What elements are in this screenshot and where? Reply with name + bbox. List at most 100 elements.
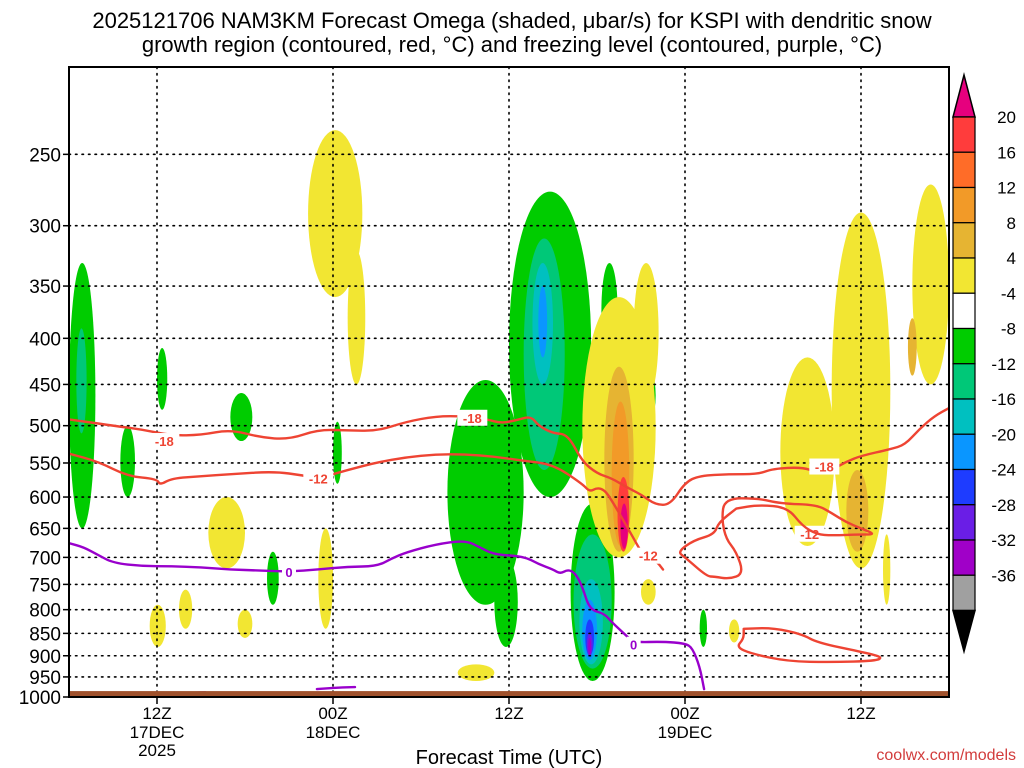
omega-region-33 xyxy=(846,470,869,552)
omega-region-1 xyxy=(76,328,87,434)
omega-region-24 xyxy=(347,250,366,385)
contour-label-0-0: -18 xyxy=(155,434,174,449)
contour-line-4 xyxy=(69,540,706,691)
contour-label-1-1: -12 xyxy=(639,549,658,564)
colorbar-bin-7 xyxy=(952,363,976,400)
source-credit: coolwx.com/models xyxy=(876,747,1016,764)
colorbar-label-12: -32 xyxy=(991,531,1016,550)
omega-region-8 xyxy=(494,557,518,647)
contour-label-bg-4-0 xyxy=(282,564,296,581)
colorbar-label-1: 16 xyxy=(997,143,1016,162)
x-tick-label-0: 12Z xyxy=(142,704,171,723)
colorbar: 20 16 12 8 4 -4 -8 -12 -16 -20 -24 -28 -32 -36 xyxy=(952,72,1016,655)
colorbar-label-8: -16 xyxy=(991,390,1016,409)
grid-lines xyxy=(68,66,950,698)
colorbar-label-9: -20 xyxy=(991,425,1016,444)
colorbar-bin-13 xyxy=(952,574,976,612)
omega-region-7 xyxy=(447,380,524,605)
colorbar-bin-0 xyxy=(952,116,976,153)
colorbar-top-arrow xyxy=(952,72,976,118)
contour-label-0-2: -18 xyxy=(815,460,834,475)
colorbar-label-4: 4 xyxy=(1007,249,1016,268)
colorbar-label-2: 12 xyxy=(997,179,1016,198)
omega-region-32 xyxy=(780,357,835,547)
omega-region-31 xyxy=(831,212,891,569)
y-axis-labels: 2503003504004505005506006507007508008509… xyxy=(19,145,69,709)
plot-area: -18 -18 -18 -12 -12 -12 0 0 xyxy=(68,66,950,698)
y-tick-label-650: 650 xyxy=(29,519,61,540)
omega-region-35 xyxy=(907,318,917,376)
x-tick-label-2: 12Z xyxy=(494,704,523,723)
omega-region-6 xyxy=(333,421,342,484)
y-tick-label-250: 250 xyxy=(29,145,61,166)
colorbar-label-7: -12 xyxy=(991,355,1016,374)
y-tick-label-700: 700 xyxy=(29,548,61,569)
contour-label-bg-4-1 xyxy=(626,636,641,653)
x-tick-label-1: 00Z xyxy=(318,704,347,723)
y-tick-label-800: 800 xyxy=(29,601,61,622)
omega-region-30 xyxy=(620,503,628,549)
omega-region-34 xyxy=(912,184,949,385)
chart-title-line-2: growth region (contoured, red, °C) and f… xyxy=(142,32,882,57)
omega-region-5 xyxy=(267,551,279,605)
omega-shading xyxy=(69,130,949,682)
omega-region-42 xyxy=(729,619,740,643)
colorbar-bottom-arrow xyxy=(952,609,976,655)
colorbar-bin-2 xyxy=(952,186,976,224)
x-tick-year-0: 2025 xyxy=(138,741,176,760)
contour-label-1-2: -12 xyxy=(800,527,819,542)
colorbar-bin-11 xyxy=(952,504,976,541)
x-tick-date-3: 19DEC xyxy=(658,723,713,742)
colorbar-label-5: -4 xyxy=(1001,284,1016,303)
contour-line-6 xyxy=(315,685,357,691)
contour-label-bg-0-0 xyxy=(149,433,180,450)
y-tick-label-450: 450 xyxy=(29,375,61,396)
colorbar-label-3: 8 xyxy=(1007,214,1016,233)
y-tick-label-300: 300 xyxy=(29,217,61,238)
contour-label-bg-0-1 xyxy=(457,409,488,426)
omega-region-40 xyxy=(237,609,253,638)
omega-region-41 xyxy=(457,664,495,682)
contour-label-1-0: -12 xyxy=(309,471,328,486)
contour-lines: -18 -18 -18 -12 -12 -12 0 0 xyxy=(69,406,949,695)
y-tick-label-850: 850 xyxy=(29,624,61,645)
x-tick-date-1: 18DEC xyxy=(306,723,361,742)
colorbar-bin-12 xyxy=(952,539,976,576)
colorbar-bin-5 xyxy=(952,292,976,330)
y-tick-label-600: 600 xyxy=(29,488,61,509)
contour-label-bg-1-2 xyxy=(794,525,825,542)
contour-label-bg-1-1 xyxy=(633,547,664,564)
y-tick-label-900: 900 xyxy=(29,647,61,668)
x-tick-label-4: 12Z xyxy=(846,704,875,723)
colorbar-bin-3 xyxy=(952,222,976,259)
omega-region-23 xyxy=(308,130,363,298)
y-tick-label-400: 400 xyxy=(29,329,61,350)
contour-label-bg-0-2 xyxy=(809,458,840,475)
y-tick-label-500: 500 xyxy=(29,417,61,438)
x-tick-date-0: 17DEC xyxy=(130,723,185,742)
contour-label-4-1: 0 xyxy=(630,638,637,653)
colorbar-label-6: -8 xyxy=(1001,320,1016,339)
contour-label-0-1: -18 xyxy=(463,411,482,426)
colorbar-bin-8 xyxy=(952,398,976,435)
contour-label-bg-1-0 xyxy=(303,470,334,487)
omega-region-44 xyxy=(883,534,891,605)
x-tick-label-3: 00Z xyxy=(670,704,699,723)
y-tick-label-950: 950 xyxy=(29,668,61,689)
colorbar-bin-4 xyxy=(952,257,976,294)
omega-region-43 xyxy=(641,579,656,605)
y-tick-label-750: 750 xyxy=(29,575,61,596)
colorbar-label-11: -28 xyxy=(991,496,1016,515)
x-axis-title: Forecast Time (UTC) xyxy=(416,747,603,768)
colorbar-label-0: 20 xyxy=(997,108,1016,127)
omega-region-22 xyxy=(588,637,592,656)
omega-region-39 xyxy=(318,528,333,629)
contour-line-1 xyxy=(69,452,665,571)
y-tick-label-350: 350 xyxy=(29,277,61,298)
colorbar-bin-1 xyxy=(952,151,976,189)
omega-region-4 xyxy=(230,393,253,442)
chart-title-line-1: 2025121706 NAM3KM Forecast Omega (shaded… xyxy=(92,8,931,33)
colorbar-label-13: -36 xyxy=(991,566,1016,585)
